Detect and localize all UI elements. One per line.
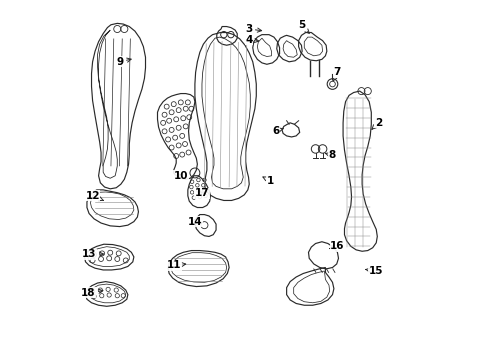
Text: 14: 14 [188, 217, 202, 227]
Text: 5: 5 [298, 21, 309, 33]
Text: 17: 17 [195, 188, 209, 198]
Text: 12: 12 [85, 191, 103, 201]
Text: 13: 13 [82, 249, 103, 259]
Text: 1: 1 [263, 176, 274, 186]
Text: 2: 2 [372, 118, 382, 129]
Text: 3: 3 [245, 24, 262, 34]
Text: 8: 8 [325, 150, 336, 160]
Text: 10: 10 [173, 171, 188, 181]
Text: 9: 9 [116, 57, 131, 67]
Text: 18: 18 [81, 288, 103, 298]
Text: 4: 4 [245, 35, 259, 45]
Text: 15: 15 [366, 266, 384, 276]
Text: 7: 7 [333, 67, 341, 81]
Text: 16: 16 [330, 241, 344, 251]
Text: 11: 11 [167, 260, 186, 270]
Text: 6: 6 [272, 126, 283, 136]
